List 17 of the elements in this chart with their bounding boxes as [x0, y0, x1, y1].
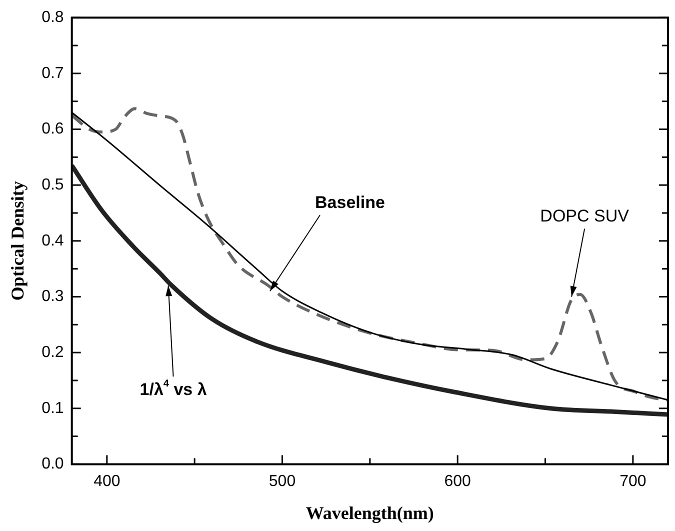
x-axis-title: Wavelength(nm) — [306, 502, 434, 523]
y-tick-label: 0.0 — [42, 456, 64, 473]
y-tick-label: 0.1 — [42, 400, 64, 417]
x-tick-label: 500 — [268, 473, 296, 490]
x-tick-label: 600 — [444, 473, 472, 490]
y-tick-label: 0.2 — [42, 344, 64, 361]
y-tick-label: 0.6 — [42, 120, 64, 138]
y-tick-label: 0.3 — [42, 288, 64, 306]
annotation: Baseline — [315, 192, 385, 212]
y-tick-label: 0.8 — [42, 9, 64, 26]
y-tick-label: 0.4 — [42, 232, 64, 250]
y-tick-label: 0.5 — [42, 176, 64, 194]
annotation: DOPC SUV — [540, 206, 630, 226]
y-axis-title: Optical Density — [7, 181, 28, 301]
y-tick-label: 0.7 — [42, 64, 64, 82]
x-tick-label: 700 — [620, 473, 646, 490]
x-tick-label: 400 — [94, 473, 120, 490]
